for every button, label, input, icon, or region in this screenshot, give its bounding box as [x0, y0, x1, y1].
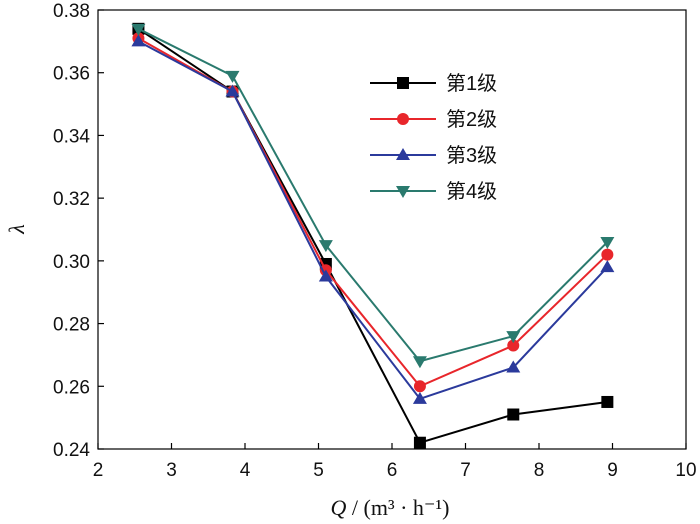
series-1 — [132, 22, 614, 449]
legend-marker — [396, 148, 410, 160]
x-tick-label: 4 — [240, 460, 251, 481]
legend-marker — [396, 186, 410, 198]
x-tick-label: 2 — [93, 460, 104, 481]
axes: 2 3 4 5 6 7 8 9 10 0.24 0.26 0.28 0.30 0.32 0.34 0.36 0.… — [53, 1, 697, 481]
series-4-point — [131, 23, 146, 36]
legend-entry-2: 第2级 — [370, 108, 497, 131]
legend-label: 第2级 — [446, 108, 497, 131]
series-3-point — [506, 360, 521, 373]
x-axis-variable: Q — [331, 495, 347, 520]
series-3-point — [412, 391, 427, 404]
legend-entry-4: 第4级 — [370, 180, 497, 203]
series-3-line — [137, 40, 609, 401]
y-tick-label: 0.24 — [53, 440, 90, 461]
series-2-point — [507, 339, 520, 352]
legend-marker — [397, 77, 409, 89]
series-3 — [131, 34, 615, 404]
series-4 — [131, 23, 615, 369]
x-axis-unit: (m³ · h⁻¹) — [364, 495, 450, 520]
series-4-point — [600, 237, 615, 250]
plot-frame — [97, 9, 687, 450]
series-1-point — [601, 395, 614, 408]
series-1-point — [507, 408, 520, 421]
x-axis-separator: / — [346, 495, 363, 520]
x-axis-title: Q / (m³ · h⁻¹) — [331, 495, 450, 520]
y-tick-label: 0.36 — [53, 64, 90, 85]
series-4-point — [506, 331, 521, 344]
series-4-point — [318, 240, 333, 253]
y-tick-label: 0.38 — [53, 1, 90, 22]
x-tick-label: 8 — [534, 460, 545, 481]
y-tick-label: 0.26 — [53, 377, 90, 398]
series-4-point — [412, 356, 427, 369]
legend-label: 第3级 — [446, 144, 497, 167]
y-tick-label: 0.28 — [53, 315, 90, 336]
series-2-line — [137, 37, 609, 388]
x-tick-label: 3 — [166, 460, 177, 481]
y-tick-label: 0.34 — [53, 126, 90, 147]
series-layer — [131, 22, 615, 449]
series-3-point — [600, 260, 615, 273]
series-3-point — [318, 269, 333, 282]
series-3-point — [225, 84, 240, 97]
series-2-point — [601, 248, 614, 261]
y-tick-label: 0.30 — [53, 252, 90, 273]
x-tick-label: 9 — [607, 460, 618, 481]
series-1-point — [413, 436, 426, 449]
legend-entry-3: 第3级 — [370, 144, 497, 167]
x-tick-label: 10 — [675, 460, 696, 481]
legend-label: 第1级 — [446, 72, 497, 95]
x-tick-label: 7 — [460, 460, 471, 481]
legend-label: 第4级 — [446, 180, 497, 203]
series-4-line — [137, 27, 609, 363]
y-axis-title: λ — [4, 224, 29, 235]
x-tick-label: 5 — [313, 460, 324, 481]
series-4-point — [225, 70, 240, 83]
x-tick-label: 6 — [387, 460, 398, 481]
series-2-point — [413, 380, 426, 393]
legend-marker — [397, 113, 409, 125]
series-3-point — [131, 34, 146, 47]
legend-entry-1: 第1级 — [370, 72, 497, 95]
series-1-line — [137, 27, 608, 444]
y-tick-label: 0.32 — [53, 189, 90, 210]
